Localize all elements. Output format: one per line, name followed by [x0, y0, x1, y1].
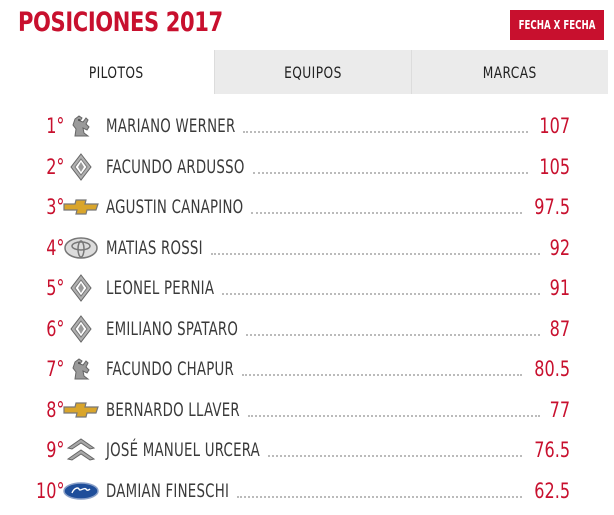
standing-row: 8° BERNARDO LLAVER 77 [0, 390, 614, 430]
position-number: 10° [35, 478, 64, 503]
standing-row: 1° MARIANO WERNER 107 [0, 106, 614, 146]
leader-dots [210, 252, 540, 255]
standing-row: 10° DAMIAN FINESCHI 62.5 [0, 471, 614, 511]
position-number: 8° [45, 397, 64, 422]
tab-equipos[interactable]: EQUIPOS [214, 50, 411, 94]
driver-name: LEONEL PERNIA [106, 277, 215, 299]
position-number: 4° [45, 235, 64, 260]
citroen-icon [62, 436, 100, 464]
leader-dots [243, 131, 528, 133]
renault-icon [62, 274, 100, 302]
driver-points: 97.5 [534, 195, 570, 219]
standing-row: 5° LEONEL PERNIA 91 [0, 268, 614, 308]
tab-marcas[interactable]: MARCAS [411, 50, 608, 94]
standing-row: 6° EMILIANO SPATARO 87 [0, 309, 614, 349]
peugeot-icon [62, 355, 100, 383]
renault-icon [62, 314, 100, 343]
driver-name: DAMIAN FINESCHI [106, 479, 230, 502]
leader-dots [251, 212, 522, 214]
leader-dots [268, 455, 522, 457]
chevrolet-icon [62, 193, 100, 221]
driver-points: 87 [549, 316, 570, 341]
driver-points: 91 [549, 276, 570, 300]
driver-points: 105 [539, 154, 570, 179]
driver-points: 77 [549, 397, 570, 422]
driver-name: EMILIANO SPATARO [106, 317, 239, 340]
tab-pilotos[interactable]: PILOTOS [18, 50, 214, 94]
tab-equipos-label: EQUIPOS [284, 62, 342, 82]
leader-dots [237, 495, 522, 498]
driver-points: 62.5 [534, 478, 570, 503]
driver-name: FACUNDO ARDUSSO [106, 155, 245, 178]
standing-row: 2° FACUNDO ARDUSSO 105 [0, 147, 614, 187]
standing-row: 3° AGUSTIN CANAPINO 97.5 [0, 187, 614, 227]
chevrolet-icon [62, 396, 100, 424]
position-number: 7° [45, 357, 64, 381]
ford-icon [62, 477, 100, 505]
fecha-x-fecha-button[interactable]: FECHA X FECHA [510, 10, 604, 40]
driver-name: MATIAS ROSSI [106, 236, 203, 259]
driver-name: AGUSTIN CANAPINO [106, 196, 244, 218]
driver-name: FACUNDO CHAPUR [106, 358, 235, 380]
standing-row: 4° MATIAS ROSSI 92 [0, 228, 614, 268]
peugeot-icon [62, 112, 100, 140]
standing-row: 9° JOSÉ MANUEL URCERA 76.5 [0, 430, 614, 470]
driver-points: 92 [549, 235, 570, 260]
leader-dots [222, 293, 540, 295]
toyota-icon [62, 234, 100, 262]
fecha-x-fecha-label: FECHA X FECHA [518, 18, 596, 32]
position-number: 9° [45, 438, 64, 462]
driver-name: JOSÉ MANUEL URCERA [106, 439, 261, 461]
renault-icon [62, 152, 100, 181]
position-number: 5° [45, 276, 64, 300]
driver-points: 80.5 [534, 357, 570, 381]
position-number: 2° [45, 154, 64, 179]
standing-row: 7° FACUNDO CHAPUR 80.5 [0, 349, 614, 389]
tab-pilotos-label: PILOTOS [88, 62, 144, 82]
page-title: POSICIONES 2017 [18, 7, 223, 38]
leader-dots [252, 171, 528, 174]
driver-name: MARIANO WERNER [106, 115, 236, 137]
leader-dots [247, 414, 540, 417]
position-number: 1° [45, 114, 64, 138]
driver-points: 76.5 [534, 438, 570, 462]
driver-points: 107 [539, 114, 570, 138]
position-number: 6° [45, 316, 64, 341]
leader-dots [246, 333, 540, 336]
position-number: 3° [45, 195, 64, 219]
tab-bar: PILOTOS EQUIPOS MARCAS [18, 50, 608, 94]
leader-dots [242, 374, 522, 376]
driver-name: BERNARDO LLAVER [106, 398, 240, 421]
tab-marcas-label: MARCAS [482, 62, 537, 82]
